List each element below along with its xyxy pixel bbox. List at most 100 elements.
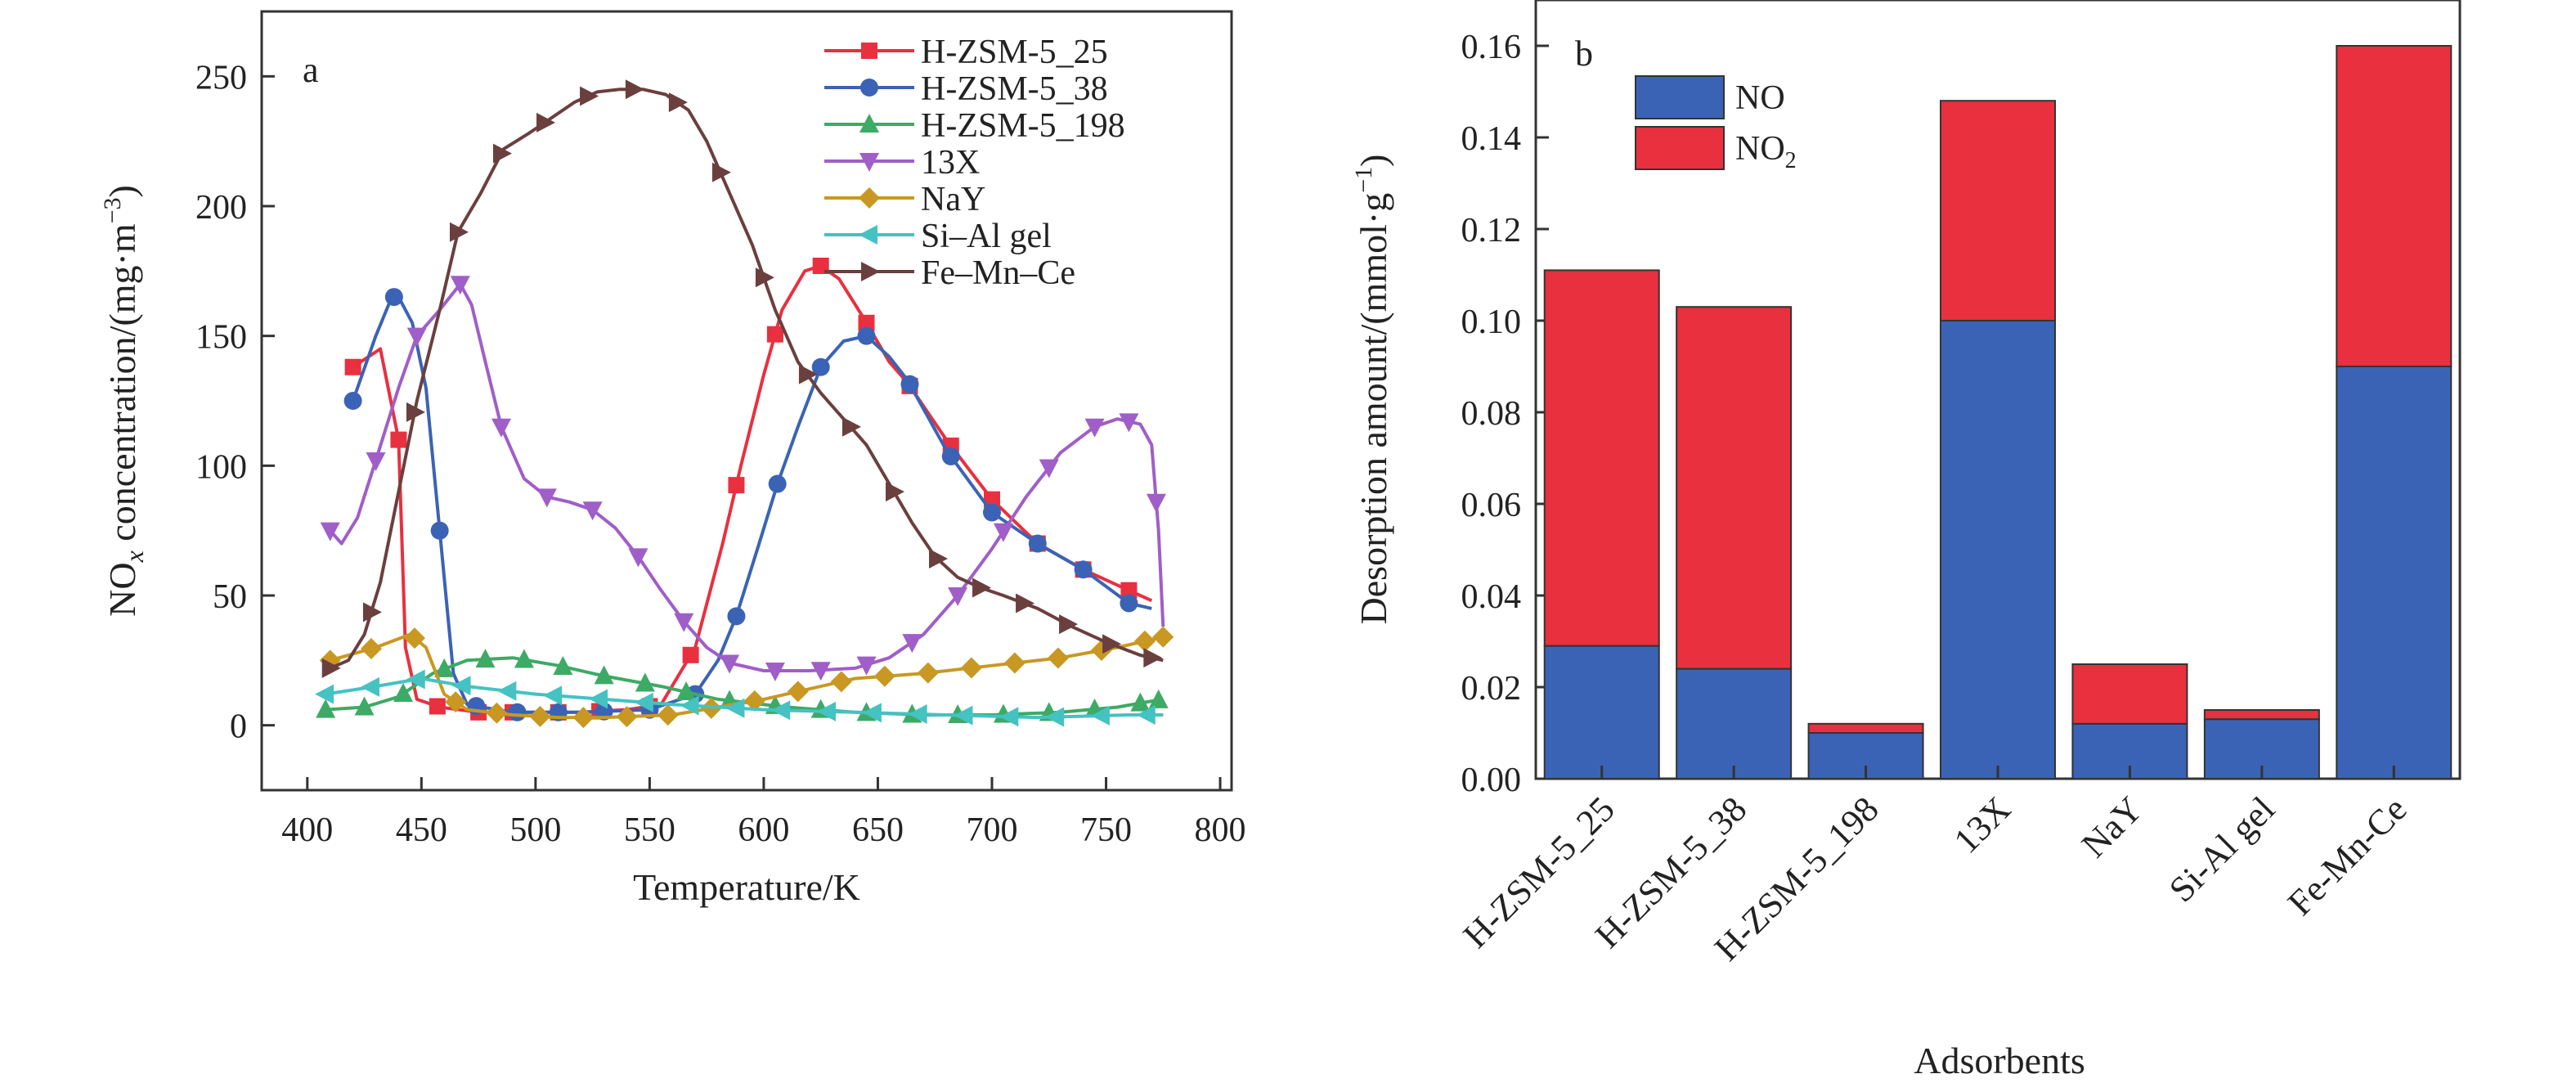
data-point-fe-mn-ce (1016, 593, 1035, 613)
series-fe-mn-ce (321, 79, 1164, 678)
data-point-13x (765, 663, 785, 682)
bar-no2-h-zsm-5-198 (1807, 722, 1924, 734)
data-point-h-zsm-5-198 (393, 682, 414, 702)
legend-marker-h-zsm-5-38 (860, 79, 878, 97)
data-point-h-zsm-5-198 (434, 658, 455, 677)
x-tick-label-a: 800 (1195, 811, 1246, 849)
y-tick-label-b: 0.10 (1461, 303, 1522, 341)
data-point-fe-mn-ce (929, 548, 949, 568)
data-point-si-al-gel (406, 669, 425, 690)
legend-marker-h-zsm-5-198 (859, 114, 879, 133)
legend-marker-nay (859, 187, 880, 209)
data-point-h-zsm-5-25 (728, 477, 745, 494)
data-point-h-zsm-5-38 (1074, 560, 1093, 579)
bar-group-b (1543, 45, 2453, 780)
legend-label-nay: NaY (921, 181, 985, 218)
data-point-si-al-gel (589, 689, 608, 709)
data-point-si-al-gel (954, 705, 973, 726)
data-point-13x (1119, 413, 1139, 433)
data-point-fe-mn-ce (449, 222, 469, 242)
data-point-nay (486, 702, 508, 724)
series-line-nay (330, 632, 1164, 720)
bar-no2-nay (2071, 663, 2188, 725)
series-line-13x (329, 282, 1165, 672)
data-point-h-zsm-5-38 (1028, 534, 1047, 553)
y-tick-label-b: 0.00 (1461, 762, 1522, 799)
data-point-13x (856, 656, 877, 676)
data-point-si-al-gel (725, 698, 745, 718)
y-tick-label-b: 0.06 (1461, 487, 1522, 524)
bar-no-h-zsm-5-25 (1543, 645, 1660, 780)
data-point-nay (1003, 652, 1025, 674)
data-point-fe-mn-ce (493, 143, 513, 164)
data-point-fe-mn-ce (841, 416, 861, 437)
x-tick-label-a: 650 (852, 811, 904, 849)
data-point-si-al-gel (1136, 704, 1156, 725)
data-point-h-zsm-5-198 (514, 649, 534, 668)
data-point-si-al-gel (497, 681, 517, 701)
data-point-h-zsm-5-198 (553, 655, 573, 675)
legend-marker-h-zsm-5-25 (861, 43, 877, 59)
legend-a: H-ZSM-5_25H-ZSM-5_38H-ZSM-5_19813XNaYSi–… (824, 34, 1125, 292)
panel-label-a: a (303, 50, 319, 90)
legend-label-h-zsm-5-38: H-ZSM-5_38 (921, 70, 1108, 108)
data-point-nay (917, 662, 939, 684)
data-point-si-al-gel (315, 684, 334, 704)
data-point-h-zsm-5-38 (508, 703, 527, 721)
line-chart-panel-a: 0 50 100 150 200 250 400 450 500 550 600 650 700 750… (99, 10, 1246, 908)
data-point-h-zsm-5-25 (983, 491, 1000, 508)
bar-no-13x (1940, 320, 2056, 780)
data-point-13x (406, 327, 427, 347)
y-axis-title-a-end: ) (101, 185, 143, 197)
legend-marker-fe-mn-ce (861, 262, 880, 281)
data-point-nay (403, 627, 425, 649)
x-axis-title-b: Adsorbents (1914, 1040, 2085, 1081)
legend-label-no2-main: NO (1735, 130, 1785, 168)
x-tick-label-a: 450 (396, 811, 447, 849)
series-h-zsm-5-38 (343, 288, 1152, 721)
data-point-h-zsm-5-25 (429, 698, 446, 715)
data-point-13x (1146, 493, 1166, 513)
data-point-13x (450, 276, 470, 295)
bar-no-fe-mn-ce (2336, 366, 2453, 780)
data-point-nay (572, 707, 595, 729)
y-tick-label-a: 250 (195, 59, 247, 97)
y-tick-label-a: 0 (230, 708, 247, 746)
y-axis-title-a: NOx concentration/(mg·m−3) (99, 185, 149, 617)
data-point-h-zsm-5-38 (857, 326, 876, 345)
legend-b: NO NO2 (1635, 75, 1797, 173)
data-point-h-zsm-5-25 (344, 358, 361, 375)
data-point-13x (948, 587, 968, 606)
data-point-13x (902, 634, 922, 654)
y-axis-title-b: Desorption amount/(mmol·g−1) (1350, 155, 1394, 625)
data-point-13x (628, 548, 648, 568)
data-point-si-al-gel (634, 692, 653, 712)
x-tick-label-a: 500 (509, 811, 561, 849)
data-point-si-al-gel (1090, 705, 1110, 726)
y-axis-title-b-sup: −1 (1350, 167, 1377, 193)
data-point-h-zsm-5-198 (1130, 692, 1151, 712)
y-tick-label-a: 100 (195, 448, 247, 486)
data-point-si-al-gel (1045, 707, 1065, 727)
x-axis-title-a: Temperature/K (633, 866, 860, 908)
legend-swatch-no2 (1635, 126, 1725, 170)
data-point-nay (830, 671, 852, 693)
y-tick-label-b: 0.16 (1461, 29, 1522, 66)
y-axis-title-a-rest: concentration/(mg·m (101, 223, 143, 550)
data-point-nay (657, 704, 679, 726)
data-point-nay (616, 706, 638, 728)
bar-no2-h-zsm-5-38 (1676, 306, 1793, 670)
x-tick-label-a: 700 (966, 811, 1017, 849)
data-point-h-zsm-5-198 (1148, 689, 1169, 708)
data-point-nay (873, 665, 895, 687)
data-point-h-zsm-5-198 (354, 696, 375, 716)
data-point-h-zsm-5-38 (1120, 594, 1138, 613)
legend-label-fe-mn-ce: Fe–Mn–Ce (921, 254, 1075, 292)
data-point-fe-mn-ce (711, 162, 731, 182)
y-tick-label-b: 0.08 (1461, 395, 1522, 433)
bar-no2-13x (1940, 100, 2056, 321)
plot-frame-a (260, 10, 1233, 792)
data-point-nay (1133, 630, 1156, 652)
data-point-h-zsm-5-38 (982, 503, 1001, 522)
data-point-13x (720, 654, 740, 674)
